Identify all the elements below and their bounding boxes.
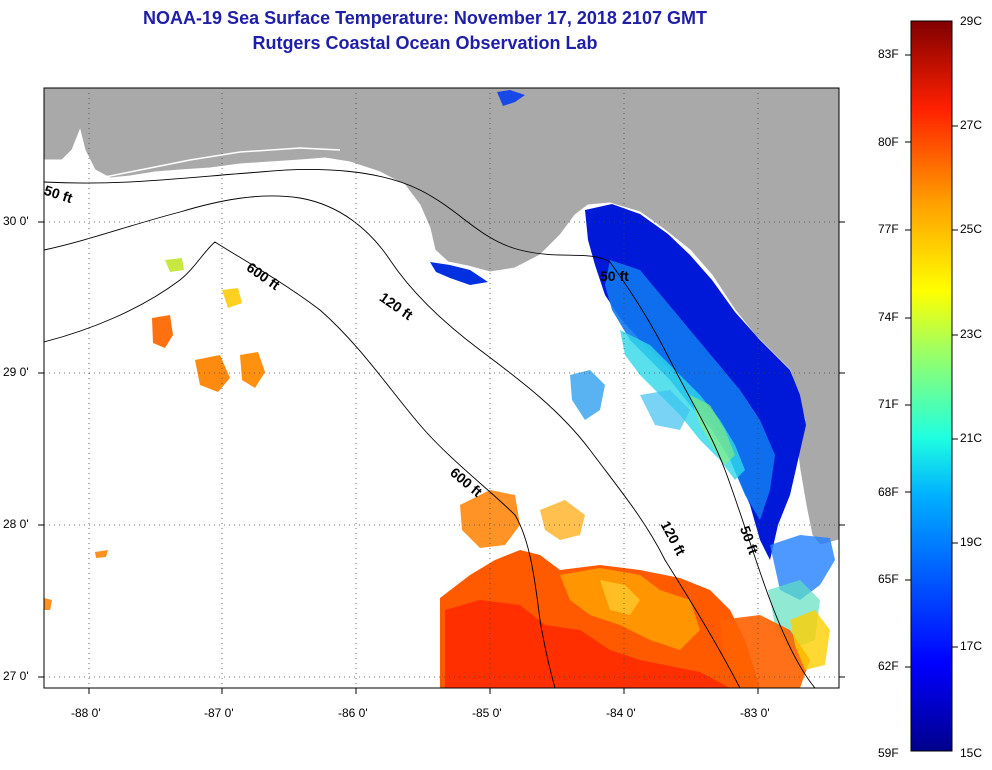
colorbar-c-27: 27C bbox=[960, 118, 983, 132]
colorbar-c-25: 25C bbox=[960, 222, 983, 236]
colorbar-f-83: 83F bbox=[878, 47, 899, 61]
map-title: NOAA-19 Sea Surface Temperature: Novembe… bbox=[143, 8, 707, 28]
colorbar-c-23: 23C bbox=[960, 327, 983, 341]
graticule bbox=[44, 88, 839, 688]
colorbar-f-59: 59F bbox=[878, 746, 899, 760]
colorbar-f-80: 80F bbox=[878, 135, 899, 149]
colorbar-c-17: 17C bbox=[960, 639, 983, 653]
isobath-120ft bbox=[44, 195, 741, 688]
colorbar-c-19: 19C bbox=[960, 535, 983, 549]
lat-label-29: 29 0' bbox=[3, 365, 29, 379]
lat-label-30: 30 0' bbox=[3, 214, 29, 228]
lon-label-84: -84 0' bbox=[606, 706, 636, 720]
colorbar-f-77: 77F bbox=[878, 222, 899, 236]
lat-label-28: 28 0' bbox=[3, 517, 29, 531]
colorbar-f-71: 71F bbox=[878, 397, 899, 411]
isobath-50ft bbox=[44, 169, 816, 688]
colorbar-f-68: 68F bbox=[878, 485, 899, 499]
lon-label-86: -86 0' bbox=[338, 706, 368, 720]
map-subtitle: Rutgers Coastal Ocean Observation Lab bbox=[252, 33, 598, 53]
lon-label-88: -88 0' bbox=[71, 706, 101, 720]
colorbar-f-65: 65F bbox=[878, 572, 899, 586]
colorbar bbox=[910, 20, 953, 752]
lon-label-83: -83 0' bbox=[740, 706, 770, 720]
colorbar-f-62: 62F bbox=[878, 659, 899, 673]
colorbar-c-21: 21C bbox=[960, 431, 983, 445]
lon-label-87: -87 0' bbox=[204, 706, 234, 720]
map-frame bbox=[43, 87, 840, 689]
contour-label-50ft-bigbend: 50 ft bbox=[600, 268, 629, 284]
colorbar-c-29: 29C bbox=[960, 14, 983, 28]
lon-label-85: -85 0' bbox=[472, 706, 502, 720]
colorbar-c-15: 15C bbox=[960, 746, 983, 760]
isobath-600ft bbox=[44, 241, 556, 688]
lat-label-27: 27 0' bbox=[3, 669, 29, 683]
colorbar-f-74: 74F bbox=[878, 310, 899, 324]
